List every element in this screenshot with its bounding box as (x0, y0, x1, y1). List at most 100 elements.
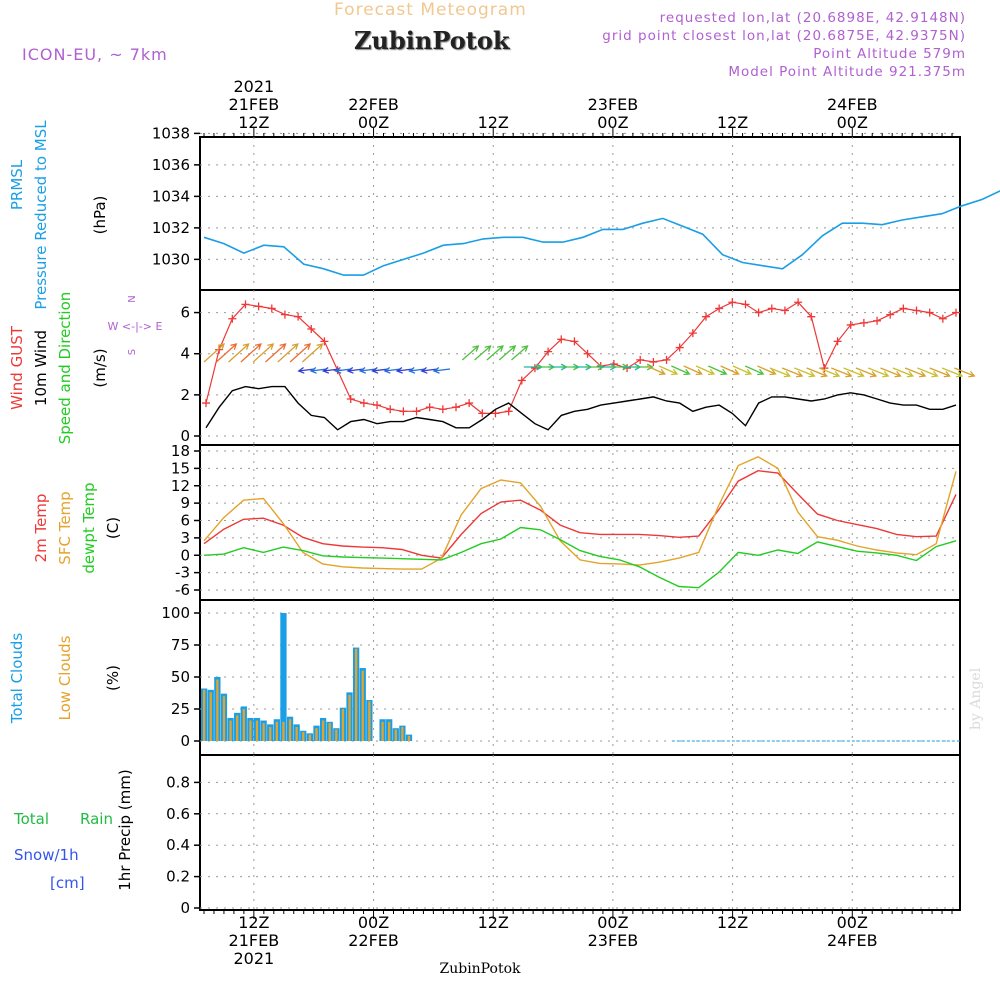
wind-arrow (395, 366, 414, 374)
time-label-bottom: 12Z (717, 913, 748, 932)
low-cloud-bar (394, 729, 397, 741)
low-cloud-bar (295, 726, 298, 741)
location-title: ZubinPotok (354, 26, 510, 55)
panel-1: 1030 1032 1034 1036 1038 (152, 124, 961, 291)
gust-point (452, 403, 460, 412)
gust-point (899, 304, 908, 313)
time-label-top: 21FEB (229, 95, 280, 114)
gust-point (780, 306, 789, 315)
wind-arrow (831, 367, 853, 378)
gust-point (544, 347, 553, 356)
wind-arrow (321, 366, 340, 374)
wind-arrow (203, 343, 226, 363)
gust-point (846, 320, 855, 329)
model-point-altitude: Model Point Altitude 921.375m (728, 64, 966, 80)
wind-arrow (941, 367, 964, 378)
total-rain-label-b: Rain (80, 810, 113, 828)
gust-point (557, 335, 566, 344)
time-label-top: 12Z (478, 113, 509, 132)
low-cloud-bar (321, 720, 325, 741)
y-tick-label: 25 (171, 700, 190, 718)
wind-arrow (732, 365, 753, 376)
wind-arrow (309, 366, 328, 374)
time-label-top: 12Z (238, 113, 269, 132)
panel-5: 0 0.2 0.4 0.6 0.8 (166, 754, 961, 917)
wind-arrow (486, 345, 504, 361)
y-tick-label: 0 (180, 732, 190, 750)
y-tick-label: 6 (180, 512, 190, 530)
wind-arrow (511, 345, 529, 361)
wind-arrow (794, 367, 816, 378)
low-cloud-bar (361, 670, 364, 741)
wind-arrow (757, 365, 777, 376)
wind-arrow (252, 343, 275, 363)
low-cloud-bar (229, 720, 232, 741)
wind-arrow (683, 365, 703, 376)
precip-unit-label: 1hr Precip (mm) (116, 769, 134, 890)
time-label-bottom: 12Z (238, 913, 269, 932)
wind-arrow (277, 343, 299, 363)
gust-point (517, 376, 526, 385)
time-label-top: 00Z (597, 113, 628, 132)
low-cloud-bar (275, 721, 278, 741)
gust-point (570, 337, 579, 346)
wind-series (205, 385, 957, 431)
wind-arrow (289, 343, 312, 363)
low-cloud-bar (209, 692, 212, 741)
gust-point (478, 409, 487, 418)
y-tick-label: 100 (161, 604, 190, 622)
gust-point (794, 298, 803, 307)
wind-arrow (892, 367, 915, 378)
y-tick-label: 15 (171, 459, 190, 477)
time-label-top: 00Z (358, 113, 389, 132)
time-label-bottom: 2021 (233, 949, 274, 968)
gust-point (438, 405, 447, 414)
gust-point (386, 405, 395, 414)
y-tick-label: 0.8 (166, 773, 190, 791)
gust-point (912, 306, 921, 315)
gust-series (205, 301, 957, 414)
y-tick-label: -6 (175, 581, 190, 599)
low-cloud-bar (348, 694, 351, 741)
wind-arrow (806, 367, 828, 378)
wind-arrow (929, 367, 951, 378)
gust-point (807, 312, 816, 321)
y-tick-label: 1034 (152, 187, 190, 205)
wind-arrow (843, 367, 865, 378)
gust-point (649, 357, 658, 366)
y-tick-label: 0.6 (166, 805, 190, 823)
wind-arrow (867, 367, 890, 378)
low-cloud-bar (249, 720, 252, 741)
cloud-bars (201, 613, 413, 741)
wind-arrow (461, 345, 480, 361)
time-label-top: 00Z (837, 113, 868, 132)
wind-direction-label: Speed and Direction (56, 292, 74, 445)
time-label-bottom: 12Z (478, 913, 509, 932)
gust-point (465, 399, 474, 408)
compass-west-east: W <-|-> E (108, 320, 163, 333)
y-tick-label: 4 (180, 345, 190, 363)
gust-point (491, 409, 500, 418)
low-cloud-bar (401, 726, 404, 741)
t2m-label: 2m Temp (32, 494, 50, 563)
gust-point (425, 403, 434, 412)
wind-arrow (474, 345, 492, 361)
wind-arrow (954, 367, 976, 378)
time-label-bottom: 23FEB (588, 931, 639, 950)
wind-arrow (744, 365, 765, 376)
gust-point (636, 355, 645, 364)
wind-arrow (346, 366, 364, 374)
time-label-bottom: 00Z (358, 913, 389, 932)
time-label-top: 22FEB (348, 95, 399, 114)
wind-direction-arrows (203, 343, 976, 378)
low-cloud-bar (236, 715, 239, 741)
y-tick-label: 12 (171, 477, 190, 495)
wind-arrow (769, 367, 792, 378)
low-cloud-bar (341, 709, 345, 741)
footer-location: ZubinPotok (439, 961, 521, 977)
time-label-bottom: 24FEB (827, 931, 878, 950)
gust-point (320, 337, 329, 346)
wind-arrow (432, 366, 451, 374)
